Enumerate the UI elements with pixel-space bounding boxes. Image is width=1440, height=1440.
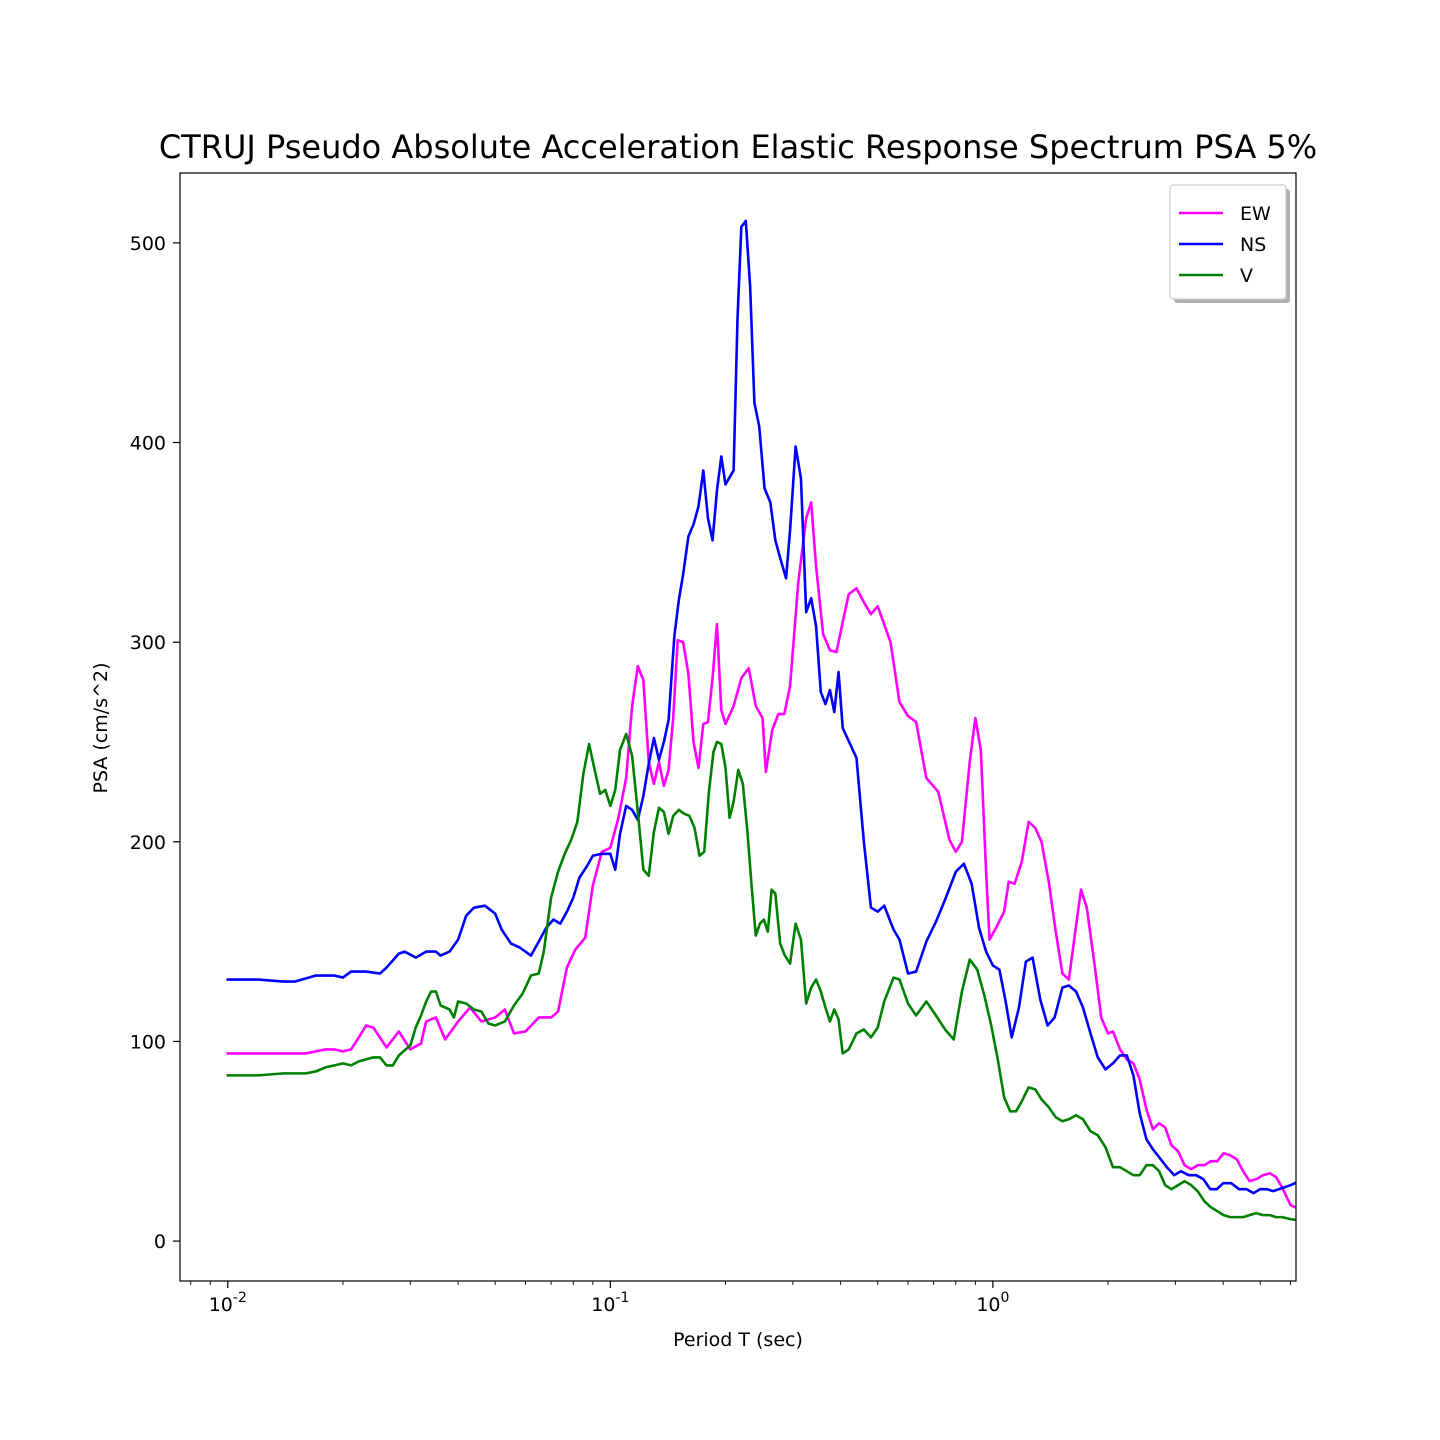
x-axis: 10-2 10-1 100 bbox=[190, 1281, 1292, 1316]
y-tick-label: 400 bbox=[130, 433, 166, 455]
x-tick-label: 100 bbox=[976, 1290, 1009, 1316]
legend-label-ew: EW bbox=[1240, 203, 1271, 225]
x-tick-label: 10-1 bbox=[591, 1290, 629, 1316]
x-axis-label: Period T (sec) bbox=[673, 1329, 803, 1351]
series-line-ns bbox=[226, 219, 1296, 1195]
legend-label-ns: NS bbox=[1240, 234, 1266, 256]
series-line-ew bbox=[226, 501, 1296, 1210]
y-axis-label: PSA (cm/s^2) bbox=[90, 663, 112, 794]
plot-background bbox=[180, 173, 1296, 1281]
x-tick-label: 10-2 bbox=[209, 1290, 247, 1316]
chart-title: CTRUJ Pseudo Absolute Acceleration Elast… bbox=[159, 128, 1317, 166]
y-tick-label: 0 bbox=[154, 1231, 166, 1253]
plot-area bbox=[179, 172, 1297, 1282]
series-layer bbox=[226, 219, 1296, 1222]
plot-frame bbox=[179, 172, 1297, 1282]
legend-label-v: V bbox=[1240, 265, 1253, 287]
legend: EW NS V bbox=[1169, 184, 1290, 303]
y-tick-label: 100 bbox=[130, 1031, 166, 1053]
y-axis: 0 100 200 300 400 500 bbox=[130, 233, 180, 1253]
series-line-v bbox=[226, 732, 1296, 1222]
y-tick-label: 300 bbox=[130, 632, 166, 654]
y-tick-label: 500 bbox=[130, 233, 166, 255]
y-tick-label: 200 bbox=[130, 832, 166, 854]
